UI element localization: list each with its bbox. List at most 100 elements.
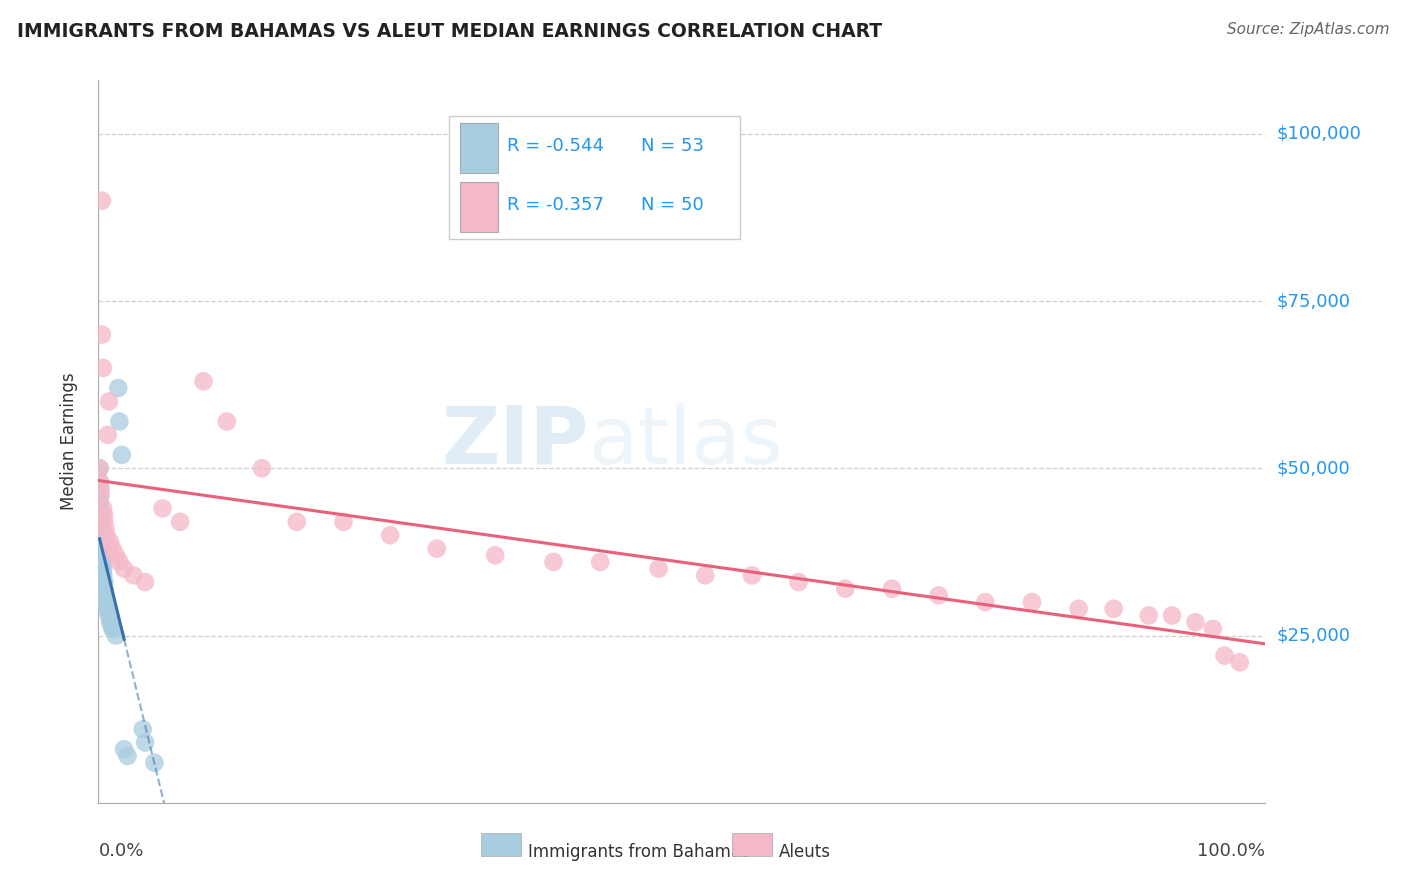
- Point: [90, 482, 112, 496]
- Point: [834, 582, 856, 596]
- Point: [90, 515, 112, 529]
- Point: [107, 381, 129, 395]
- Point: [1137, 608, 1160, 623]
- Point: [193, 375, 215, 389]
- Point: [90, 541, 112, 556]
- Point: [112, 742, 135, 756]
- Point: [101, 622, 124, 636]
- Point: [1067, 602, 1090, 616]
- Y-axis label: Median Earnings: Median Earnings: [59, 373, 77, 510]
- FancyBboxPatch shape: [449, 116, 741, 239]
- Point: [90, 488, 112, 502]
- Point: [1161, 608, 1184, 623]
- Point: [94, 589, 117, 603]
- FancyBboxPatch shape: [481, 833, 520, 856]
- Point: [90, 528, 112, 542]
- Point: [96, 595, 118, 609]
- Point: [90, 521, 112, 535]
- Point: [97, 394, 120, 409]
- Point: [426, 541, 449, 556]
- Point: [90, 541, 112, 556]
- Point: [1213, 648, 1236, 663]
- Text: R = -0.357: R = -0.357: [508, 196, 603, 214]
- Text: $100,000: $100,000: [1277, 125, 1361, 143]
- Point: [89, 508, 111, 523]
- Point: [332, 515, 354, 529]
- Text: N = 50: N = 50: [641, 196, 704, 214]
- Point: [543, 555, 565, 569]
- Point: [97, 608, 120, 623]
- Point: [96, 602, 118, 616]
- Point: [89, 494, 111, 508]
- Point: [880, 582, 903, 596]
- Point: [90, 562, 112, 576]
- Text: Source: ZipAtlas.com: Source: ZipAtlas.com: [1226, 22, 1389, 37]
- Point: [1229, 655, 1251, 669]
- Text: ZIP: ZIP: [441, 402, 589, 481]
- Point: [695, 568, 717, 582]
- Point: [122, 568, 145, 582]
- Point: [380, 528, 402, 542]
- Point: [90, 528, 112, 542]
- Text: 0.0%: 0.0%: [98, 842, 143, 860]
- Point: [90, 534, 112, 549]
- Point: [1021, 595, 1043, 609]
- Text: IMMIGRANTS FROM BAHAMAS VS ALEUT MEDIAN EARNINGS CORRELATION CHART: IMMIGRANTS FROM BAHAMAS VS ALEUT MEDIAN …: [17, 22, 882, 41]
- Point: [1184, 615, 1206, 630]
- Point: [93, 582, 115, 596]
- Point: [90, 541, 112, 556]
- Point: [132, 723, 155, 737]
- Point: [647, 562, 669, 576]
- Point: [90, 521, 112, 535]
- Point: [1202, 622, 1225, 636]
- FancyBboxPatch shape: [460, 182, 498, 232]
- Point: [104, 548, 127, 563]
- Point: [103, 622, 125, 636]
- Point: [741, 568, 763, 582]
- Point: [94, 521, 117, 535]
- Point: [91, 568, 114, 582]
- Point: [97, 602, 120, 616]
- Point: [98, 534, 121, 549]
- Point: [111, 448, 134, 462]
- Point: [100, 615, 122, 630]
- Point: [90, 548, 112, 563]
- Point: [91, 575, 114, 590]
- Point: [93, 589, 115, 603]
- Point: [1102, 602, 1125, 616]
- Point: [928, 589, 950, 603]
- Point: [93, 582, 115, 596]
- FancyBboxPatch shape: [733, 833, 772, 856]
- Point: [90, 555, 112, 569]
- Point: [91, 361, 114, 376]
- Point: [91, 568, 114, 582]
- Point: [90, 194, 112, 208]
- Text: N = 53: N = 53: [641, 137, 704, 155]
- Point: [97, 427, 120, 442]
- Point: [250, 461, 273, 475]
- Point: [104, 628, 127, 642]
- Point: [108, 414, 131, 428]
- Text: Aleuts: Aleuts: [779, 843, 831, 861]
- Point: [89, 488, 111, 502]
- Point: [93, 515, 115, 529]
- Point: [90, 508, 112, 523]
- Text: 100.0%: 100.0%: [1198, 842, 1265, 860]
- Point: [90, 548, 112, 563]
- Point: [134, 575, 156, 590]
- Point: [98, 615, 121, 630]
- Text: R = -0.544: R = -0.544: [508, 137, 603, 155]
- Point: [93, 575, 115, 590]
- Point: [94, 595, 117, 609]
- Point: [134, 735, 156, 749]
- Point: [89, 482, 111, 496]
- Text: $50,000: $50,000: [1277, 459, 1350, 477]
- Point: [90, 327, 112, 342]
- Point: [112, 562, 135, 576]
- Point: [96, 528, 118, 542]
- Point: [93, 508, 115, 523]
- Point: [89, 475, 111, 489]
- Point: [89, 501, 111, 516]
- Point: [89, 475, 111, 489]
- Text: Immigrants from Bahamas: Immigrants from Bahamas: [527, 843, 749, 861]
